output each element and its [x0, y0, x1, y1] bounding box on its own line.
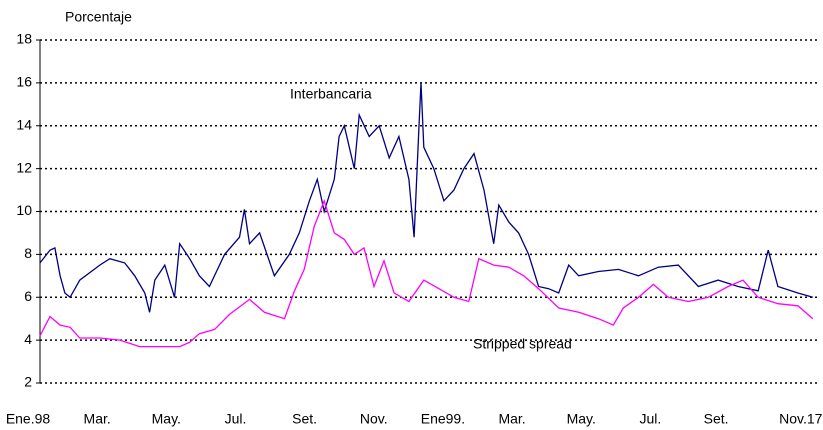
y-axis-label: Porcentaje — [65, 9, 132, 25]
x-tick-label: Set. — [704, 411, 729, 427]
x-tick-label: Mar. — [498, 411, 525, 427]
x-tick-label: Nov.17 — [779, 411, 823, 427]
y-tick-label: 4 — [24, 331, 32, 347]
series-line — [39, 198, 814, 348]
y-tick-label: 16 — [16, 74, 32, 90]
x-tick-label: Mar. — [84, 411, 111, 427]
x-tick-label: Nov. — [360, 411, 388, 427]
x-tick-label: May. — [567, 411, 596, 427]
y-tick-label: 14 — [16, 116, 32, 132]
x-tick-label: Ene.98 — [6, 411, 51, 427]
x-tick-label: Ene99. — [421, 411, 465, 427]
x-tick-label: Set. — [292, 411, 317, 427]
y-tick-label: 10 — [16, 202, 32, 218]
x-tick-label: Jul. — [640, 411, 662, 427]
y-tick-label: 12 — [16, 159, 32, 175]
y-tick-label: 18 — [16, 31, 32, 47]
series-line — [39, 82, 813, 313]
x-tick-label: Jul. — [225, 411, 247, 427]
series-label: Stripped spread — [473, 336, 572, 352]
y-tick-label: 6 — [24, 288, 32, 304]
y-tick-label: 2 — [24, 374, 32, 390]
y-tick-label: 8 — [24, 245, 32, 261]
x-tick-label: May. — [152, 411, 181, 427]
series-label: Interbancaria — [290, 86, 372, 102]
